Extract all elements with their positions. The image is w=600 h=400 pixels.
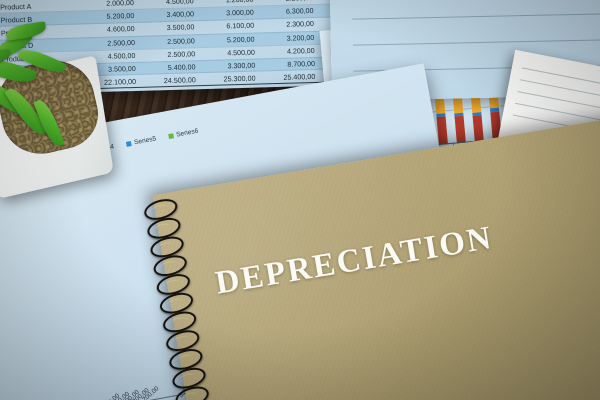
legend-swatch-icon bbox=[168, 133, 175, 139]
potted-plant bbox=[0, 20, 152, 199]
bar-segment bbox=[436, 116, 449, 145]
bar-segment bbox=[472, 115, 484, 142]
bar-segment bbox=[454, 115, 467, 144]
table-cell-value: 25.400,00 bbox=[259, 69, 320, 85]
table-cell-value: 25.300,00 bbox=[199, 71, 260, 86]
plant-leaf bbox=[5, 21, 47, 41]
